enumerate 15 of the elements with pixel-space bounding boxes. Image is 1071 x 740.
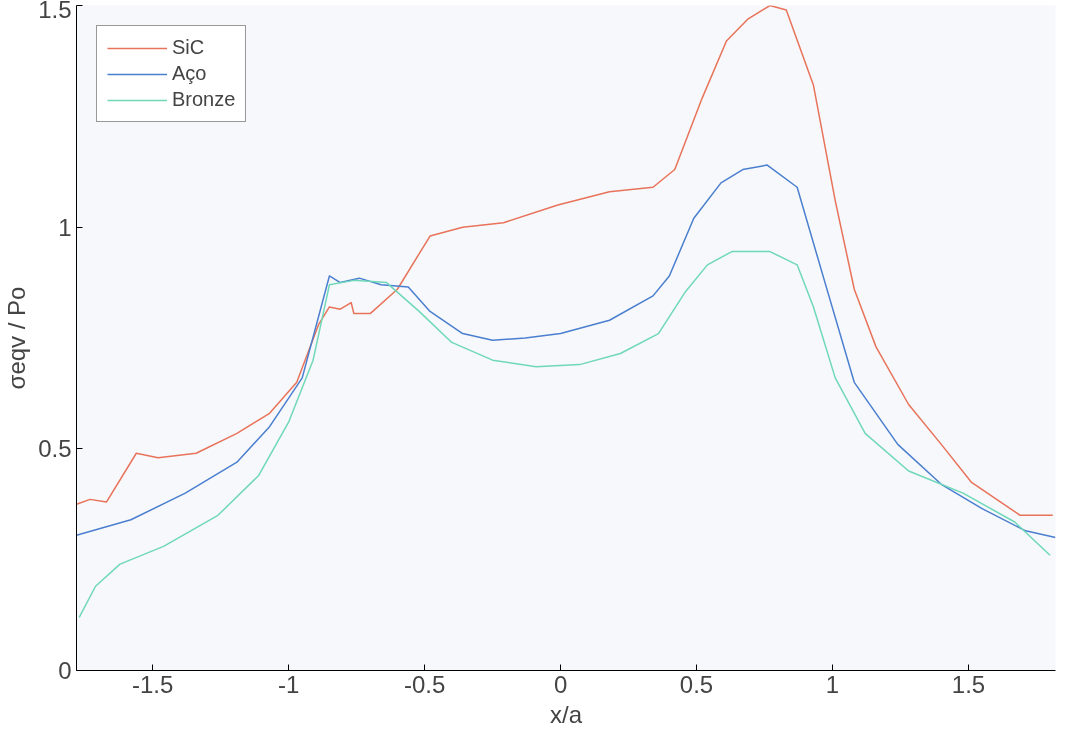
y-tick-label: 1 xyxy=(58,213,72,241)
x-tick-label: -1.5 xyxy=(131,670,174,698)
x-tick-label: 0.5 xyxy=(679,670,714,698)
x-tick-label: -0.5 xyxy=(403,670,446,698)
x-tick-label: 0 xyxy=(553,670,568,698)
legend-label: Bronze xyxy=(172,88,236,111)
x-tick-label: 1.5 xyxy=(951,670,986,698)
legend-label: Aço xyxy=(172,62,207,85)
x-tick-label: -1 xyxy=(277,670,300,698)
y-tick-label: 1.5 xyxy=(38,0,72,23)
y-tick-label: 0.5 xyxy=(38,435,72,463)
legend-label: SiC xyxy=(172,36,205,59)
x-tick-label: 1 xyxy=(825,670,840,698)
x-axis-title: x/a xyxy=(549,700,583,728)
y-axis-title: σeqv / Po xyxy=(3,286,31,390)
